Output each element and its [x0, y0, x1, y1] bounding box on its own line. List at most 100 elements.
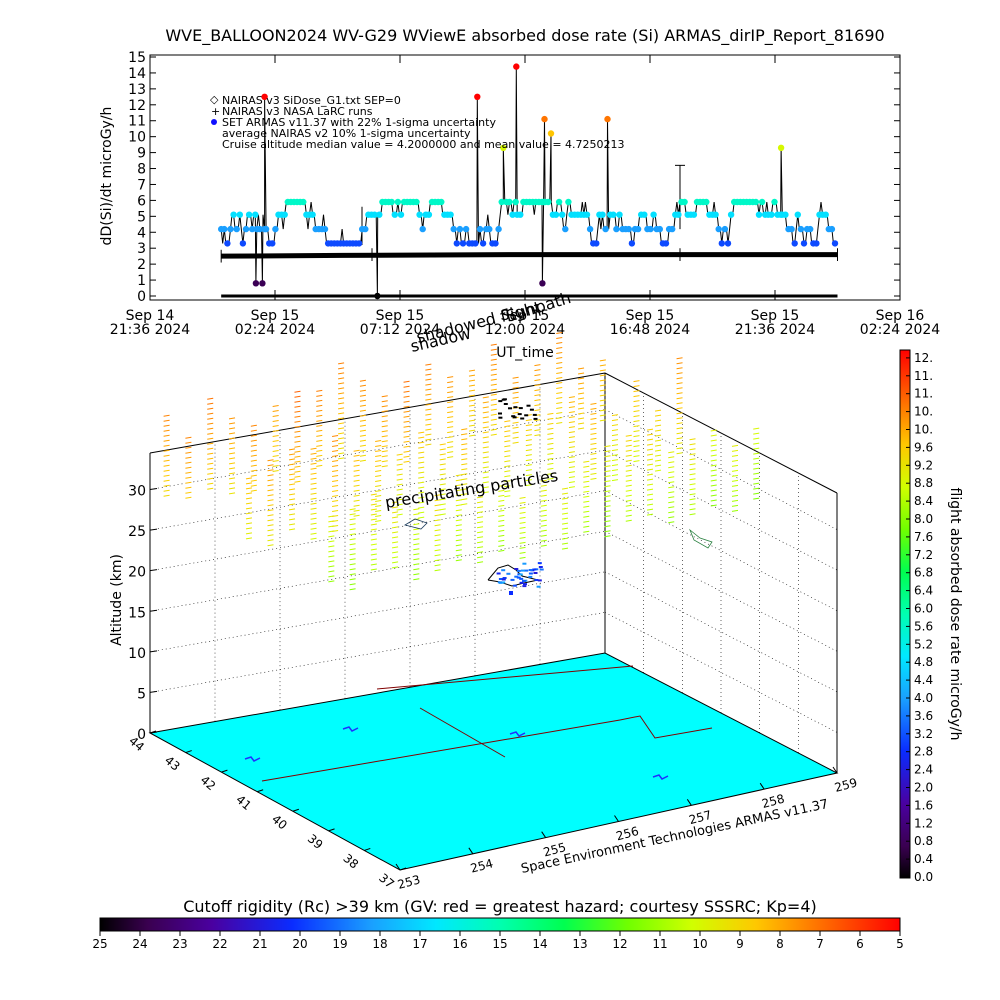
map3d-curtain-dash: [310, 487, 317, 490]
map3d-curtain-dash: [534, 429, 541, 432]
map3d-curtain-dash: [461, 453, 468, 456]
map3d-lon-tick-label: 255: [542, 840, 568, 859]
map3d-curtain-dash: [447, 391, 454, 394]
map3d-curtain-dash: [633, 450, 640, 453]
map3d-curtain-dash: [604, 475, 611, 478]
map3d-curtain-dash: [288, 518, 296, 521]
map3d-curtain-dash: [468, 434, 476, 437]
map3d-curtain-dash: [676, 452, 683, 455]
map3d-alt-gridline: [604, 409, 838, 530]
map3d-curtain-dash: [392, 561, 399, 564]
map3d-curtain-dash: [583, 500, 590, 503]
map3d-curtain-dash: [381, 455, 388, 458]
armas-data-point: [628, 240, 636, 247]
map3d-lat-tick-label: 43: [162, 753, 183, 774]
map3d-border-line: [419, 707, 506, 758]
map3d-curtain-dash: [599, 404, 606, 407]
map3d-curtain-dash: [439, 483, 446, 486]
armas-data-point: [755, 211, 763, 218]
map3d-curtain-dash: [332, 470, 339, 472]
map3d-curtain-dash: [375, 475, 382, 477]
cutoff-colorbar-tick-label: 21: [252, 937, 267, 951]
dose-colorbar-tick-label: 8.8: [914, 476, 933, 490]
y-tick-label: 2: [137, 257, 146, 273]
map3d-curtain-dash: [413, 543, 420, 546]
map3d-alt-tick-label: 5: [137, 686, 146, 702]
nairas-larc-line: [221, 252, 838, 259]
map3d-curtain-dash: [633, 440, 640, 443]
dose-colorbar-tick-label: 8.0: [914, 512, 933, 526]
map3d-curtain-dash: [434, 539, 441, 542]
map3d-track-point: [537, 579, 542, 582]
map3d-curtain-dash: [540, 489, 547, 492]
map3d-curtain-dash: [534, 389, 541, 392]
y-tick-label: 12: [128, 98, 146, 114]
map3d-curtain-dash: [556, 397, 563, 399]
map3d-curtain-dash: [413, 578, 420, 581]
map3d-curtain-dash: [163, 414, 170, 417]
map3d-curtain-dash: [455, 479, 462, 482]
map3d-curtain-dash: [534, 404, 541, 407]
dose-colorbar-ticks: 0.0 0.4 0.8 1.2 1.6 2.0 2.4 2.8 3.2 3.6 4.0 4.4 4.8 5…: [906, 351, 933, 884]
map3d-curtain-dash: [482, 431, 489, 434]
dose-colorbar-tick-label: 7.6: [914, 530, 933, 544]
map3d-curtain-dash: [375, 455, 382, 457]
map3d-curtain-dash: [482, 436, 489, 439]
map3d-curtain-dash: [163, 464, 170, 467]
legend-entry-5: Cruise altitude median value = 4.2000000…: [222, 138, 625, 151]
map3d-curtain-dash: [332, 495, 339, 497]
map3d-curtain-dash: [328, 545, 335, 548]
map3d-curtain-dash: [583, 520, 590, 523]
map3d-curtain-dash: [392, 566, 399, 569]
map3d-curtain-dash: [403, 440, 410, 443]
dose-colorbar-label: flight absorbed dose rate microGy/h: [947, 488, 963, 741]
map3d-curtain-dash: [413, 573, 420, 576]
map3d-curtain-dash: [590, 432, 597, 435]
map3d-curtain-dash: [525, 454, 532, 457]
map3d-curtain-dash: [461, 488, 468, 491]
map3d-curtain-dash: [604, 535, 611, 538]
map3d-curtain-dash: [668, 466, 675, 469]
map3d-curtain-dash: [676, 382, 683, 385]
armas-data-point: [777, 144, 785, 151]
map3d-curtain-dash: [753, 432, 760, 435]
map3d-curtain-dash: [668, 516, 675, 519]
map3d-curtain-dash: [228, 482, 236, 485]
map3d-curtain-dash: [512, 386, 519, 389]
cutoff-colorbar-tick-label: 8: [776, 937, 784, 951]
map3d-curtain-dash: [753, 442, 760, 445]
map3d-curtain-dash: [359, 404, 366, 407]
map3d-curtain-dash: [540, 529, 547, 532]
y-tick-label: 10: [128, 130, 146, 146]
map3d-curtain-dash: [294, 475, 301, 478]
map3d-curtain-dash: [349, 588, 356, 591]
map3d-curtain-dash: [207, 422, 214, 425]
map3d-curtain-dash: [482, 416, 489, 419]
cutoff-colorbar-tick-label: 20: [292, 937, 307, 951]
armas-data-point: [788, 225, 795, 233]
armas-data-point: [712, 211, 719, 218]
map3d-curtain-dash: [267, 494, 274, 497]
map3d-curtain-dash: [561, 537, 569, 540]
map3d-curtain-dash: [328, 555, 335, 558]
armas-data-point: [768, 211, 775, 218]
map3d-curtain-dash: [338, 417, 345, 420]
map3d-curtain-dash: [434, 504, 441, 507]
dose-colorbar-tick-label: 1.2: [914, 816, 933, 830]
map3d-alt-tick: [149, 528, 158, 531]
map3d-alt-gridline: [149, 449, 606, 531]
map3d-curtain-dash: [288, 503, 296, 506]
map3d-curtain-dash: [359, 384, 366, 387]
map3d-curtain-dash: [310, 467, 317, 470]
map3d-curtain-dash: [599, 359, 606, 362]
map3d-curtain-dash: [710, 464, 717, 467]
map3d-curtain-dash: [370, 553, 377, 556]
map3d-curtain-dash: [461, 443, 468, 446]
map3d-curtain-dash: [447, 386, 454, 389]
map3d-curtain-dash: [504, 480, 511, 483]
map3d-curtain-dash: [646, 478, 654, 481]
map3d-curtain-dash: [359, 449, 366, 452]
map3d-curtain-dash: [245, 532, 253, 535]
map3d-track-point: [519, 581, 524, 584]
